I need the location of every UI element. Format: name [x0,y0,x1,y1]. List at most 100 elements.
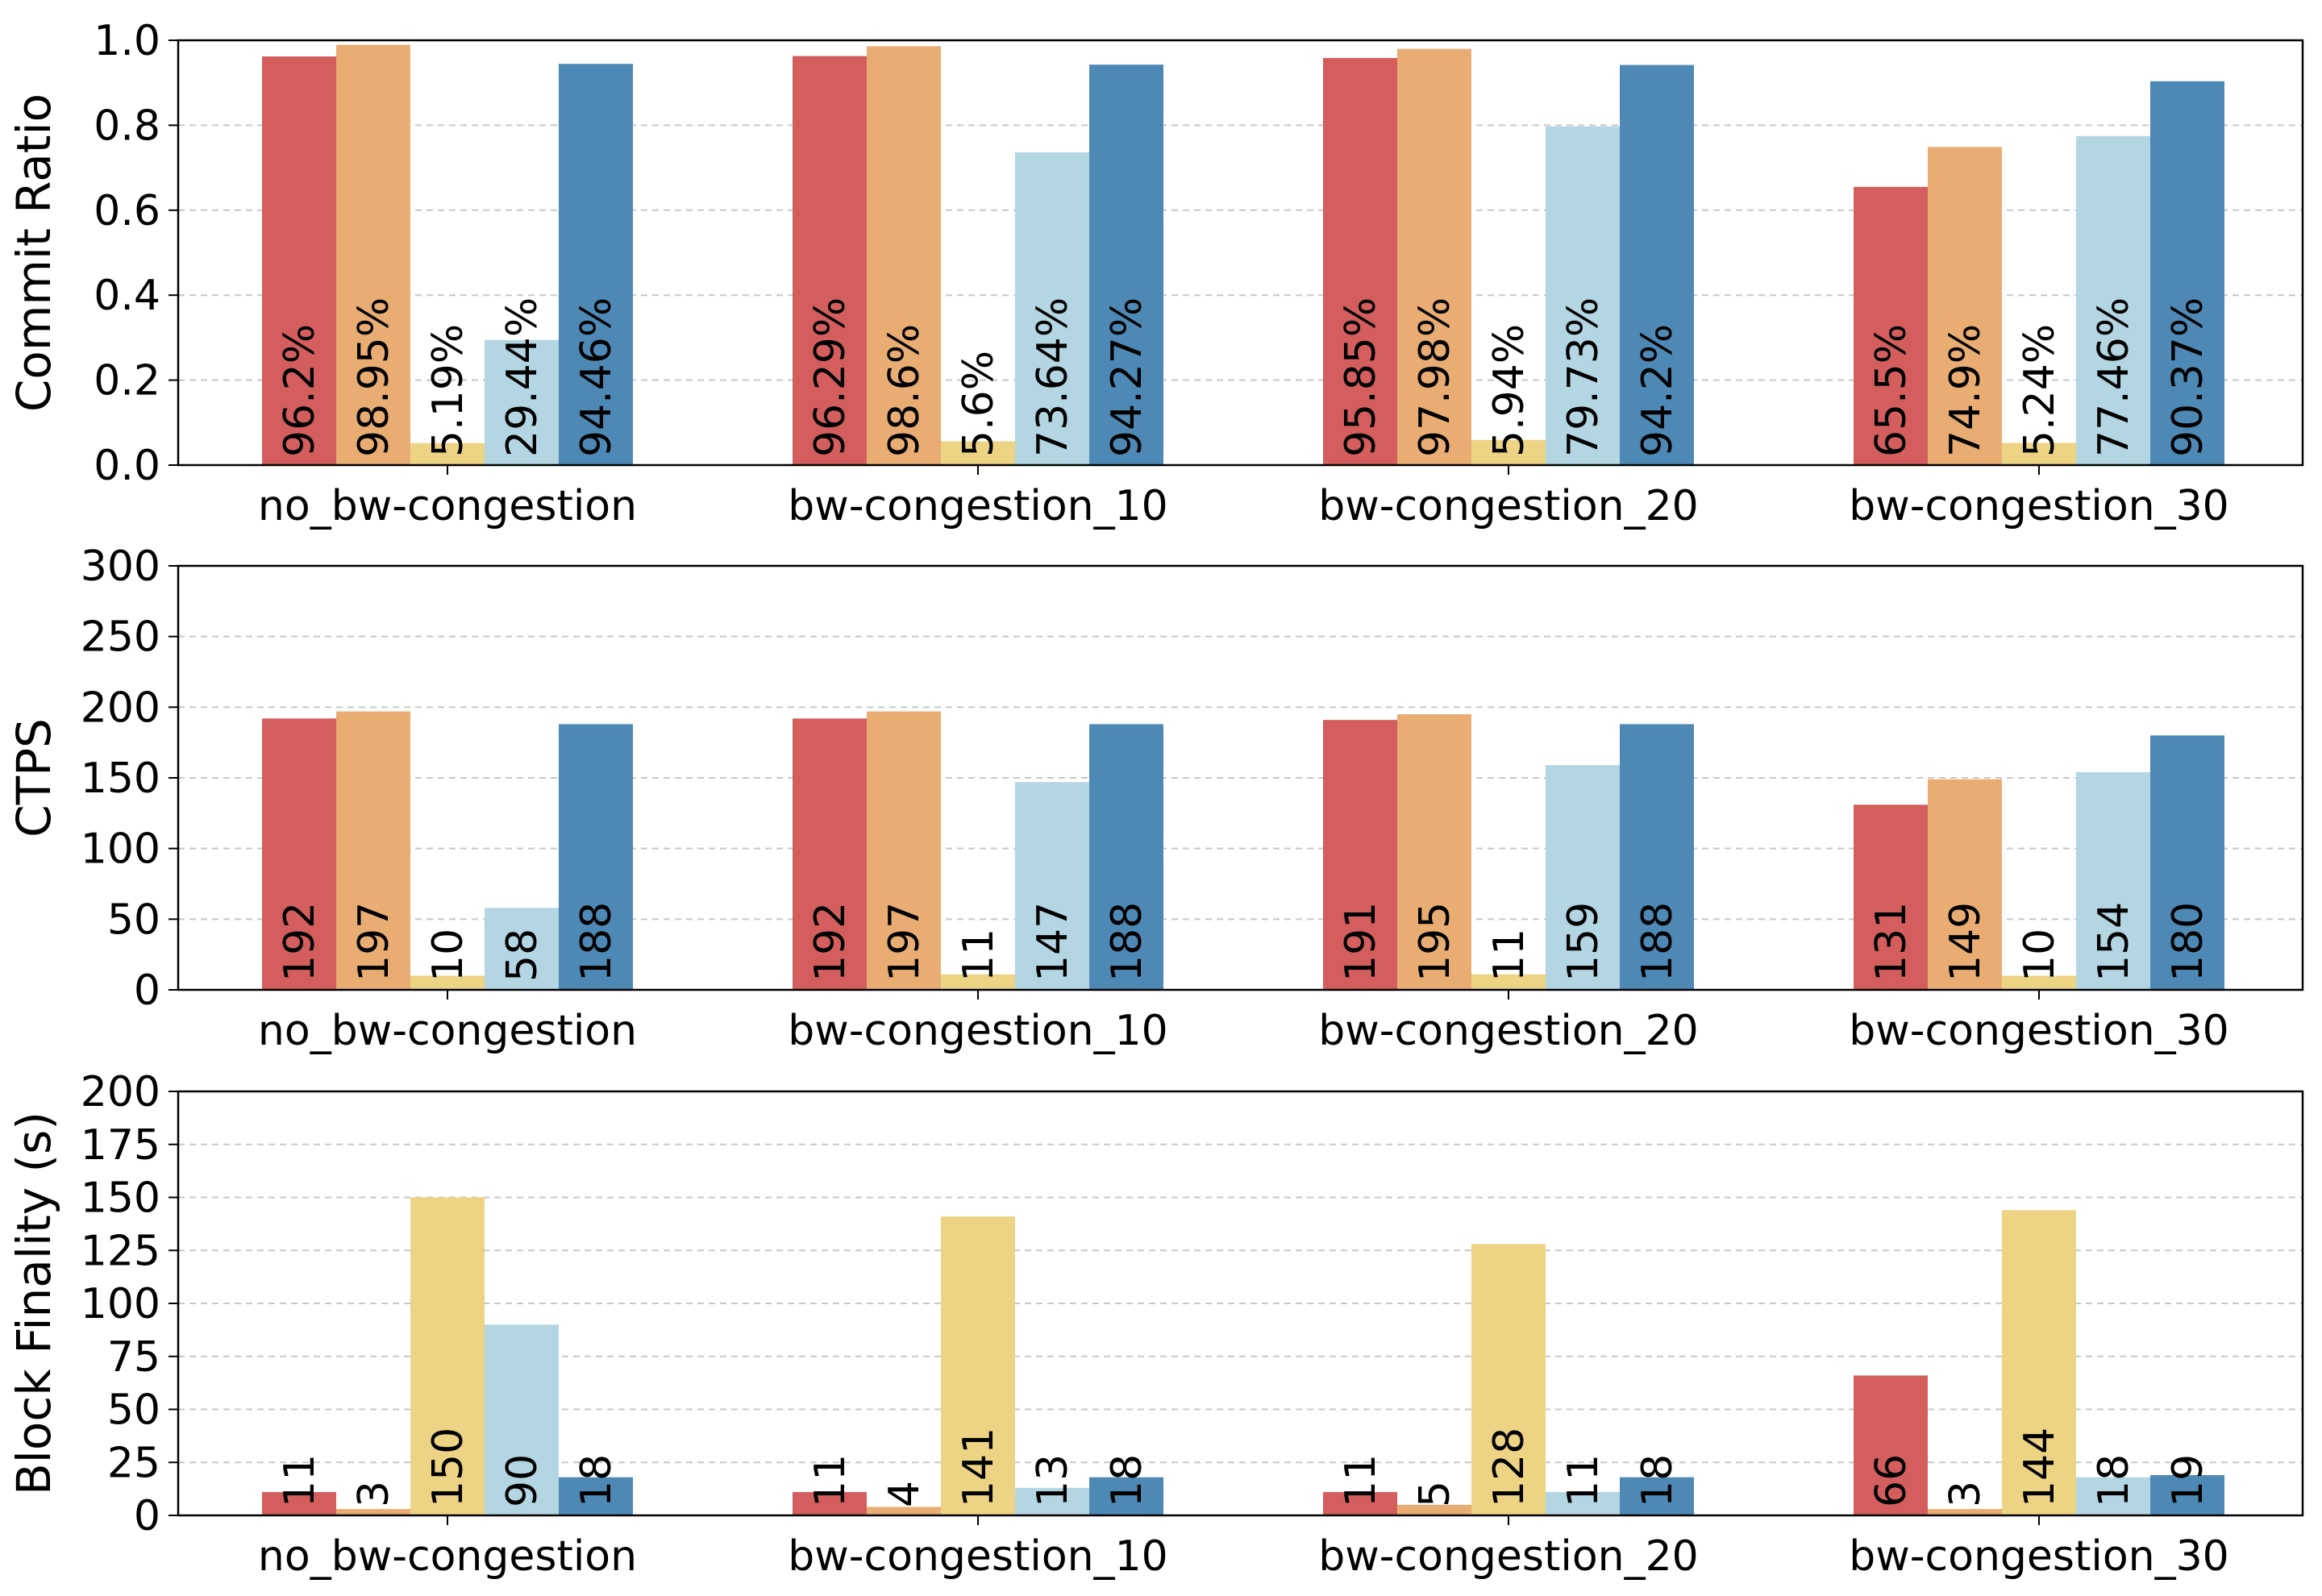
bar [1546,126,1620,465]
bar-value-label: 159 [1559,902,1608,982]
x-category-label: bw-congestion_10 [788,1532,1168,1581]
y-tick-label: 50 [107,896,160,944]
bar [262,1492,336,1515]
bar-value-label: 96.2% [276,324,324,457]
bar-value-label: 195 [1411,902,1459,982]
y-tick-label: 0.0 [94,442,160,490]
bar-value-label: 13 [1029,1454,1077,1507]
bar-value-label: 4 [880,1481,929,1507]
y-tick-label: 200 [81,684,160,732]
bar [2076,1477,2150,1515]
x-category-label: bw-congestion_30 [1849,1007,2229,1055]
bar-value-label: 94.27% [1103,297,1151,457]
plot-frame [177,1090,2304,1517]
bar-value-label: 131 [1867,902,1916,982]
bar [1928,779,2002,990]
bar [1620,1477,1694,1515]
bar-value-label: 65.5% [1867,324,1916,457]
plot-frame [177,39,2304,467]
bar [262,56,336,465]
bar [1546,765,1620,990]
bar [1471,974,1546,990]
bar [941,974,1015,990]
bar-value-label: 197 [350,902,398,982]
bar [1397,714,1471,990]
bar [485,339,559,465]
y-tick-label: 75 [107,1333,160,1382]
bar [867,1507,941,1515]
bar-value-label: 197 [880,902,929,982]
x-category-label: no_bw-congestion [258,1007,637,1055]
bar-value-label: 18 [1633,1454,1682,1507]
bar-value-label: 150 [424,1428,472,1507]
bar-value-label: 188 [1103,902,1151,982]
y-tick-label: 25 [107,1439,160,1487]
bar-value-label: 5.19% [424,324,472,457]
bar-value-label: 144 [2016,1428,2064,1507]
y-tick-label: 0 [134,966,160,1015]
bar [1620,724,1694,990]
x-category-label: bw-congestion_30 [1849,1532,2229,1581]
bar-value-label: 10 [424,929,472,982]
x-category-label: no_bw-congestion [258,1532,637,1581]
bar-value-label: 10 [2016,929,2064,982]
bar [1015,152,1089,465]
bar-value-label: 5.24% [2016,324,2064,457]
bar [941,441,1015,465]
bar [485,908,559,990]
y-tick-label: 50 [107,1386,160,1435]
bar [2150,81,2224,466]
bar [1089,1477,1163,1515]
bar [793,1492,867,1515]
y-tick-label: 1.0 [94,17,160,65]
y-axis-title: Commit Ratio [6,94,61,412]
bar [485,1324,559,1515]
y-tick-label: 125 [81,1227,160,1275]
bar-value-label: 77.46% [2090,297,2138,457]
y-axis-title: CTPS [6,718,61,837]
y-tick-label: 150 [81,1174,160,1223]
y-tick-label: 100 [81,1280,160,1328]
bar [2002,443,2076,465]
y-tick-label: 300 [81,542,160,591]
bar [867,711,941,990]
bar-value-label: 11 [806,1454,855,1507]
bar-value-label: 18 [572,1454,621,1507]
bar-value-label: 11 [955,929,1003,982]
bar [559,724,633,990]
y-tick-label: 250 [81,613,160,662]
bar [1015,782,1089,990]
bar [1928,147,2002,466]
bar-value-label: 29.44% [498,297,547,457]
bar-value-label: 11 [1559,1454,1608,1507]
bar-value-label: 11 [276,1454,324,1507]
chart-panel-2: 0 50 100 150 200 250 300 192 192 191 131 197 197 195 1… [6,542,2304,1055]
bar-value-label: 191 [1337,902,1385,982]
x-category-label: no_bw-congestion [258,482,637,530]
bar-value-label: 192 [276,902,324,982]
bar [941,1216,1015,1515]
bar [1471,439,1546,465]
bar [2002,1210,2076,1515]
x-category-label: bw-congestion_10 [788,482,1168,530]
bar-value-label: 97.98% [1411,297,1459,457]
y-tick-label: 0.6 [94,187,160,235]
bar [1089,724,1163,990]
bar-value-label: 73.64% [1029,297,1077,457]
bar-value-label: 141 [955,1428,1003,1507]
y-tick-label: 175 [81,1121,160,1170]
y-tick-label: 0.4 [94,272,160,320]
bar-value-label: 95.85% [1337,297,1385,457]
y-tick-label: 200 [81,1068,160,1116]
bar-value-label: 66 [1867,1454,1916,1507]
bar [1323,1492,1397,1515]
bar [559,64,633,465]
bar [1620,64,1694,465]
x-category-label: bw-congestion_20 [1318,482,1699,530]
bar [1397,48,1471,466]
bar [1323,720,1397,990]
bar-value-label: 11 [1337,1454,1385,1507]
bar-value-label: 11 [1485,929,1533,982]
